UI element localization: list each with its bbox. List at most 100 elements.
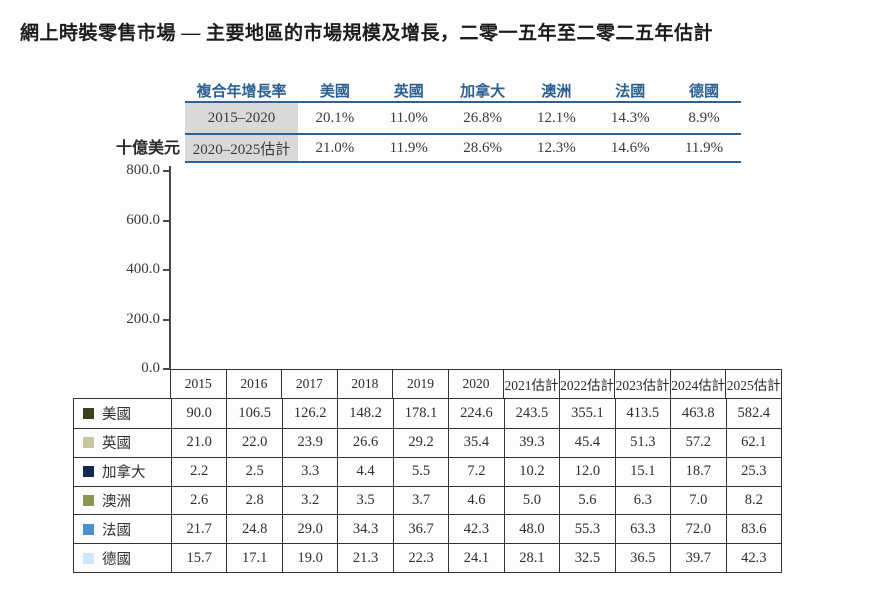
- x-axis-label: 2015: [184, 376, 212, 391]
- table-value-cell: 36.5: [614, 543, 671, 572]
- cagr-header-cell: 法國: [615, 84, 646, 100]
- x-axis-label-row: 2015 2016 2017 2018 2019 2020 2021估計 2022估計 2023…: [170, 369, 782, 398]
- legend-swatch: [83, 552, 94, 564]
- cagr-value-cell: 12.3%: [537, 139, 576, 156]
- table-value-cell: 355.1: [559, 399, 614, 428]
- table-value-cell: 224.6: [448, 399, 503, 428]
- table-value-cell: 90.0: [171, 399, 226, 428]
- table-value-cell: 62.1: [725, 427, 781, 457]
- table-value-cell: 582.4: [725, 399, 781, 428]
- cagr-header-cell: 複合年增長率: [196, 84, 287, 100]
- page-title: 網上時裝零售市場 — 主要地區的市場規模及增長，二零一五年至二零二五年估計: [20, 23, 714, 44]
- legend-row-label: 法國: [74, 514, 171, 543]
- series-name: 美國: [102, 406, 131, 423]
- table-value-cell: 5.0: [503, 485, 560, 515]
- series-name: 加拿大: [102, 465, 146, 482]
- table-value-cell: 2.8: [226, 485, 282, 515]
- cagr-row-label: 2015–2020: [185, 103, 298, 133]
- table-value-cell: 39.7: [670, 543, 726, 572]
- table-value-cell: 28.1: [503, 543, 560, 572]
- table-value-cell: 178.1: [392, 399, 448, 428]
- x-axis-label: 2025估計: [725, 370, 781, 398]
- table-value-cell: 2.2: [171, 456, 227, 486]
- table-value-cell: 148.2: [337, 399, 392, 428]
- table-value-cell: 42.3: [448, 514, 504, 544]
- table-value-cell: 36.7: [392, 514, 449, 544]
- legend-row-label: 美國: [74, 399, 171, 428]
- legend-swatch: [83, 523, 94, 535]
- table-value-cell: 34.3: [337, 514, 393, 544]
- legend-swatch: [83, 494, 94, 506]
- table-value-cell: 26.6: [337, 427, 393, 457]
- y-tick-mark: [163, 368, 171, 370]
- table-value-cell: 29.0: [281, 514, 338, 544]
- table-value-cell: 21.3: [337, 543, 393, 572]
- x-axis-label: 2016: [225, 370, 282, 398]
- cagr-header-cell: 加拿大: [460, 84, 506, 100]
- table-value-cell: 413.5: [614, 399, 670, 428]
- table-value-cell: 83.6: [725, 514, 781, 544]
- legend-row-label: 澳洲: [74, 485, 171, 515]
- cagr-header-cell: 美國: [319, 84, 350, 100]
- table-value-cell: 55.3: [559, 514, 615, 544]
- table-value-cell: 24.8: [226, 514, 282, 544]
- table-value-cell: 12.0: [559, 456, 615, 486]
- table-value-cell: 25.3: [725, 456, 781, 486]
- table-value-cell: 5.6: [559, 485, 615, 515]
- x-axis-label: 2019: [392, 370, 448, 398]
- table-value-cell: 39.3: [503, 427, 560, 457]
- table-value-cell: 4.6: [448, 485, 504, 515]
- table-value-cell: 2.6: [171, 485, 227, 515]
- x-axis-label: 2017: [281, 370, 337, 398]
- y-tick-label: 600.0: [126, 211, 160, 228]
- table-value-cell: 106.5: [226, 399, 281, 428]
- legend-swatch: [83, 407, 94, 419]
- data-table: 美國 90.0 106.5 126.2 148.2 178.1 224.6 243.5 355.…: [73, 398, 782, 573]
- table-value-cell: 243.5: [503, 399, 559, 428]
- table-value-cell: 51.3: [614, 427, 671, 457]
- y-tick-mark: [163, 170, 171, 172]
- cagr-value-cell: 28.6%: [463, 139, 502, 156]
- cagr-data-row: 2015–2020 20.1% 11.0% 26.8% 12.1% 14.3% 8.9%: [185, 103, 741, 135]
- legend-swatch: [83, 437, 94, 449]
- series-name: 英國: [102, 436, 131, 453]
- cagr-value-cell: 8.9%: [688, 109, 720, 126]
- series-name: 澳洲: [102, 493, 131, 510]
- table-value-cell: 21.0: [171, 427, 227, 457]
- table-value-cell: 48.0: [503, 514, 560, 544]
- y-axis-unit-label: 十億美元: [116, 140, 181, 157]
- series-name: 德國: [102, 551, 131, 568]
- cagr-value-cell: 26.8%: [463, 109, 502, 126]
- table-value-cell: 35.4: [448, 427, 504, 457]
- cagr-header-cell: 澳洲: [541, 84, 572, 100]
- y-tick-label: 800.0: [126, 162, 160, 178]
- table-value-cell: 18.7: [670, 456, 726, 486]
- table-value-cell: 17.1: [226, 543, 282, 572]
- cagr-value-cell: 14.3%: [610, 109, 650, 126]
- legend-row-label: 加拿大: [74, 456, 171, 486]
- cagr-header-cell: 德國: [689, 84, 720, 100]
- x-axis-label: 2022估計: [558, 370, 615, 398]
- table-value-cell: 22.3: [392, 543, 449, 572]
- table-value-cell: 8.2: [725, 485, 781, 515]
- table-value-cell: 3.2: [281, 485, 338, 515]
- legend-swatch: [83, 466, 94, 478]
- table-value-cell: 126.2: [281, 399, 337, 428]
- cagr-value-cell: 21.0%: [315, 139, 355, 156]
- y-tick-label: 400.0: [126, 261, 160, 277]
- cagr-table: 複合年增長率 美國 英國 加拿大 澳洲 法國 德國 2015–2020 20.1% 11.0% 26…: [185, 80, 741, 163]
- cagr-header-row: 複合年增長率 美國 英國 加拿大 澳洲 法國 德國: [185, 80, 741, 103]
- legend-row-label: 德國: [74, 543, 171, 572]
- table-value-cell: 15.1: [614, 456, 671, 486]
- x-axis-label: 2020: [447, 370, 504, 398]
- y-axis-line: [169, 166, 171, 369]
- table-value-cell: 4.4: [337, 456, 393, 486]
- y-tick-mark: [163, 269, 171, 271]
- table-value-cell: 3.5: [337, 485, 393, 515]
- table-value-cell: 7.0: [670, 485, 726, 515]
- y-tick-mark: [163, 318, 171, 321]
- cagr-value-cell: 11.9%: [684, 139, 724, 156]
- x-axis-label: 2021估計: [503, 370, 559, 398]
- cagr-data-row: 2020–2025估計 21.0% 11.9% 28.6% 12.3% 14.6% 11.9…: [185, 135, 741, 163]
